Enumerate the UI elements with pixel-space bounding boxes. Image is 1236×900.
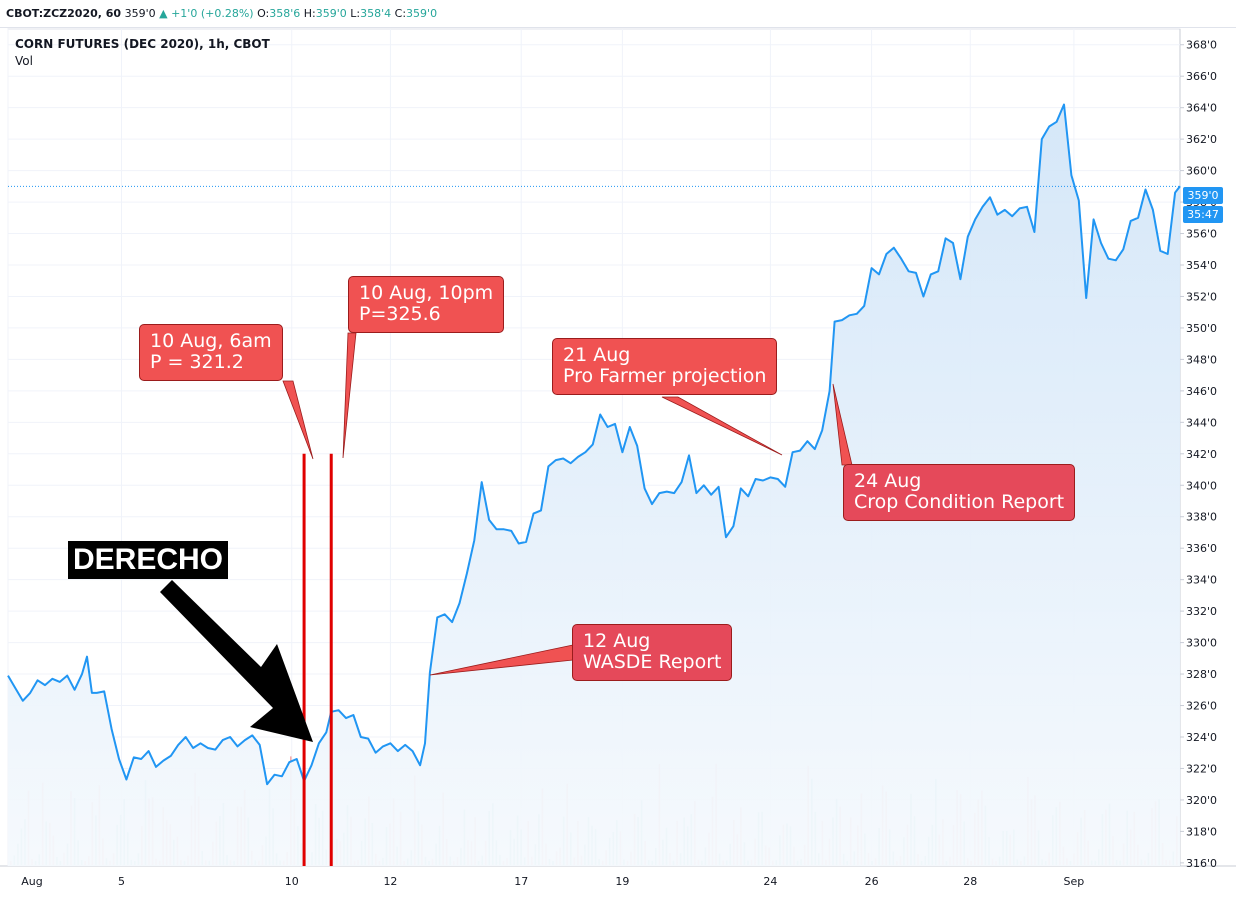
close-label: C:	[394, 7, 407, 20]
low-value: 358'4	[360, 7, 392, 20]
close-value: 359'0	[406, 7, 438, 20]
y-tick-label: 342'0	[1186, 448, 1217, 461]
callout-line: Pro Farmer projection	[563, 365, 767, 387]
callout-line: 21 Aug	[563, 344, 631, 366]
high-label: H:	[303, 7, 316, 20]
open-label: O:	[257, 7, 270, 20]
callout-line: P=325.6	[359, 303, 441, 325]
price-area	[8, 104, 1180, 866]
y-tick-label: 352'0	[1186, 290, 1217, 303]
callout-aug10-6am[interactable]: 10 Aug, 6am P = 321.2	[139, 324, 283, 381]
callout-pointer	[661, 396, 783, 456]
x-tick-label: 17	[514, 875, 528, 888]
y-tick-label: 334'0	[1186, 574, 1217, 587]
callout-aug12[interactable]: 12 Aug WASDE Report	[572, 624, 733, 681]
chart-legend: CORN FUTURES (DEC 2020), 1h, CBOT Vol	[15, 36, 270, 70]
callout-line: Crop Condition Report	[854, 491, 1065, 513]
last-price-tag: 359'0	[1183, 187, 1223, 204]
callout-pointer	[342, 332, 357, 459]
x-tick-label: Sep	[1064, 875, 1085, 888]
callout-line: 10 Aug, 6am	[150, 330, 272, 352]
legend-title: CORN FUTURES (DEC 2020), 1h, CBOT	[15, 37, 270, 51]
x-tick-label: 5	[118, 875, 125, 888]
bar-countdown: 35:47	[1183, 206, 1223, 223]
last-price: 359'0	[124, 7, 156, 20]
x-tick-label: 12	[383, 875, 397, 888]
x-tick-label: Aug	[21, 875, 42, 888]
legend-volume: Vol	[15, 54, 33, 68]
y-tick-label: 318'0	[1186, 825, 1217, 838]
callout-line: 12 Aug	[583, 630, 651, 652]
price-scale	[1180, 29, 1236, 866]
x-tick-label: 26	[865, 875, 879, 888]
callout-line: WASDE Report	[583, 651, 722, 673]
ticker-header: CBOT:ZCZ2020, 60 359'0 ▲ +1'0 (+0.28%) O…	[0, 0, 1236, 28]
y-tick-label: 362'0	[1186, 133, 1217, 146]
callout-line: 24 Aug	[854, 470, 922, 492]
price-change: +1'0 (+0.28%)	[171, 7, 254, 20]
open-value: 358'6	[269, 7, 301, 20]
x-tick-label: 10	[285, 875, 299, 888]
callout-line: 10 Aug, 10pm	[359, 282, 494, 304]
derecho-label: DERECHO	[68, 541, 229, 579]
low-label: L:	[350, 7, 361, 20]
x-tick-label: 28	[963, 875, 977, 888]
y-tick-label: 324'0	[1186, 731, 1217, 744]
y-tick-label: 356'0	[1186, 228, 1217, 241]
y-tick-label: 346'0	[1186, 385, 1217, 398]
y-tick-label: 340'0	[1186, 479, 1217, 492]
y-tick-label: 366'0	[1186, 70, 1217, 83]
y-tick-label: 364'0	[1186, 102, 1217, 115]
y-tick-label: 338'0	[1186, 511, 1217, 524]
up-arrow-icon: ▲	[159, 7, 168, 20]
x-tick-label: 24	[763, 875, 777, 888]
y-tick-label: 332'0	[1186, 605, 1217, 618]
callout-aug24[interactable]: 24 Aug Crop Condition Report	[843, 464, 1076, 521]
callout-line: P = 321.2	[150, 351, 244, 373]
derecho-arrow-icon	[160, 580, 313, 742]
y-tick-label: 330'0	[1186, 637, 1217, 650]
x-tick-label: 19	[615, 875, 629, 888]
y-tick-label: 322'0	[1186, 762, 1217, 775]
y-tick-label: 328'0	[1186, 668, 1217, 681]
high-value: 359'0	[315, 7, 347, 20]
price-line	[7, 103, 1181, 786]
symbol-label: CBOT:ZCZ2020, 60	[6, 7, 122, 20]
callout-aug10-10pm[interactable]: 10 Aug, 10pm P=325.6	[348, 276, 505, 333]
y-tick-label: 336'0	[1186, 542, 1217, 555]
callout-pointer	[282, 380, 314, 460]
y-tick-label: 326'0	[1186, 700, 1217, 713]
y-tick-label: 368'0	[1186, 39, 1217, 52]
callout-aug21[interactable]: 21 Aug Pro Farmer projection	[552, 338, 778, 395]
y-tick-label: 360'0	[1186, 165, 1217, 178]
y-tick-label: 350'0	[1186, 322, 1217, 335]
y-tick-label: 348'0	[1186, 353, 1217, 366]
y-tick-label: 354'0	[1186, 259, 1217, 272]
y-tick-label: 344'0	[1186, 416, 1217, 429]
y-tick-label: 316'0	[1186, 857, 1217, 870]
y-tick-label: 320'0	[1186, 794, 1217, 807]
